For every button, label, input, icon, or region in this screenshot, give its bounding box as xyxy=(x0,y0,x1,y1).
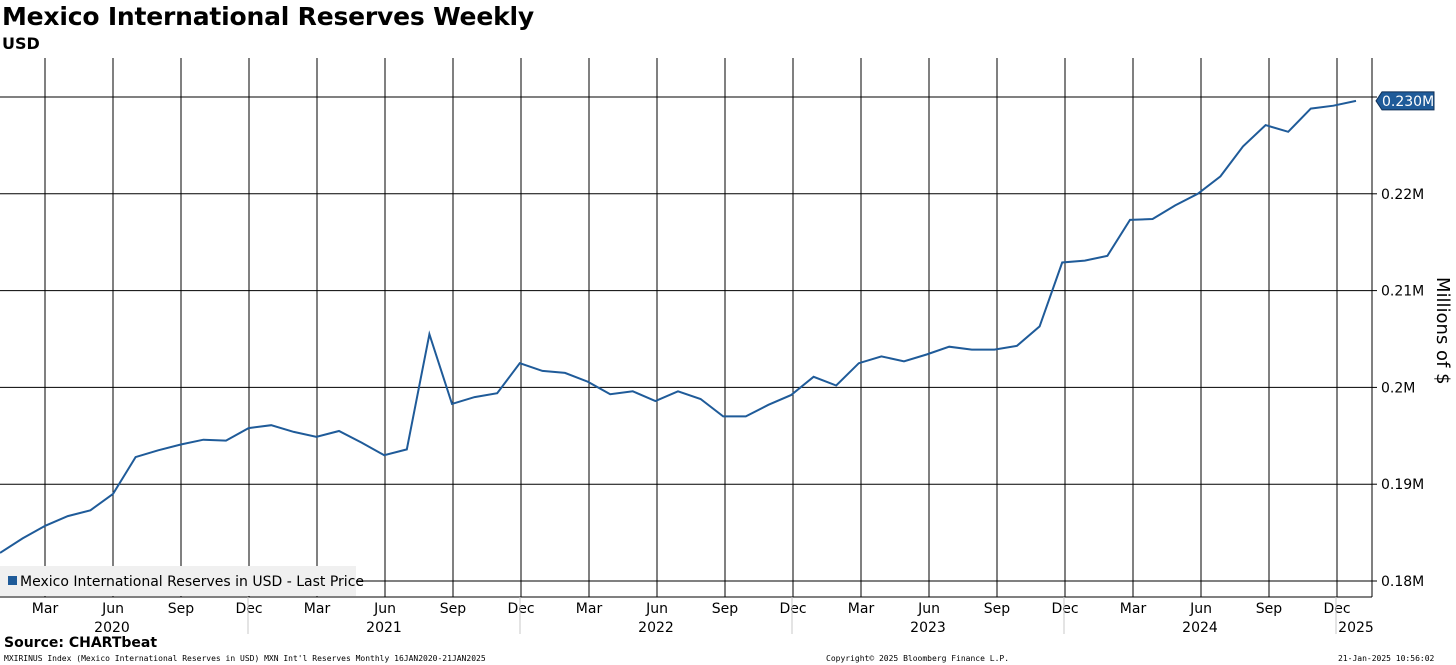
y-tick-label: 0.22M xyxy=(1381,187,1424,203)
x-tick-month: Sep xyxy=(712,601,739,617)
chart-subtitle: USD xyxy=(2,34,40,53)
x-tick-year: 2022 xyxy=(638,620,674,636)
x-tick-month: Jun xyxy=(373,601,396,617)
x-axis-ticks: Mar Jun Sep Dec Mar Jun Sep Dec Mar Jun Sep Dec Mar J… xyxy=(32,597,1374,636)
x-tick-month: Mar xyxy=(32,601,59,617)
chart-title: Mexico International Reserves Weekly xyxy=(2,2,534,31)
y-axis-label: Millions of $ xyxy=(1432,277,1453,385)
x-tick-month: Mar xyxy=(304,601,331,617)
x-tick-year: 2020 xyxy=(94,620,130,636)
x-tick-year: 2024 xyxy=(1182,620,1218,636)
x-tick-month: Mar xyxy=(1120,601,1147,617)
x-tick-month: Mar xyxy=(848,601,875,617)
source-note: Source: CHARTbeat xyxy=(4,635,158,651)
x-tick-month: Sep xyxy=(1256,601,1283,617)
last-value-marker: 0.230M xyxy=(1375,91,1435,111)
x-tick-month: Sep xyxy=(440,601,467,617)
x-tick-year: 2023 xyxy=(910,620,946,636)
series-line-reserves xyxy=(0,99,1357,554)
copyright: Copyright© 2025 Bloomberg Finance L.P. xyxy=(826,654,1010,663)
last-value-label: 0.230M xyxy=(1382,94,1434,110)
grid-lines xyxy=(0,58,1372,597)
x-tick-month: Dec xyxy=(507,601,534,617)
y-tick-label: 0.2M xyxy=(1381,380,1415,396)
x-tick-month: Jun xyxy=(1189,601,1212,617)
index-info: MXIRINUS Index (Mexico International Res… xyxy=(4,654,486,663)
legend: Mexico International Reserves in USD - L… xyxy=(0,566,364,596)
axes xyxy=(0,58,1373,598)
x-tick-month: Jun xyxy=(645,601,668,617)
x-tick-month: Jun xyxy=(917,601,940,617)
x-tick-month: Sep xyxy=(984,601,1011,617)
legend-swatch xyxy=(8,576,17,585)
x-tick-month: Mar xyxy=(576,601,603,617)
x-tick-year: 2021 xyxy=(366,620,402,636)
y-tick-label: 0.18M xyxy=(1381,574,1424,590)
x-tick-month: Dec xyxy=(1051,601,1078,617)
last-value-box xyxy=(1375,91,1435,111)
x-tick-year: 2025 xyxy=(1338,620,1374,636)
x-tick-month: Jun xyxy=(101,601,124,617)
timestamp: 21-Jan-2025 10:56:02 xyxy=(1338,654,1435,663)
legend-label: Mexico International Reserves in USD - L… xyxy=(20,574,364,590)
y-tick-label: 0.19M xyxy=(1381,477,1424,493)
x-tick-month: Dec xyxy=(235,601,262,617)
x-tick-month: Sep xyxy=(168,601,195,617)
x-tick-month: Dec xyxy=(1323,601,1350,617)
y-tick-label: 0.21M xyxy=(1381,284,1424,300)
x-tick-month: Dec xyxy=(779,601,806,617)
